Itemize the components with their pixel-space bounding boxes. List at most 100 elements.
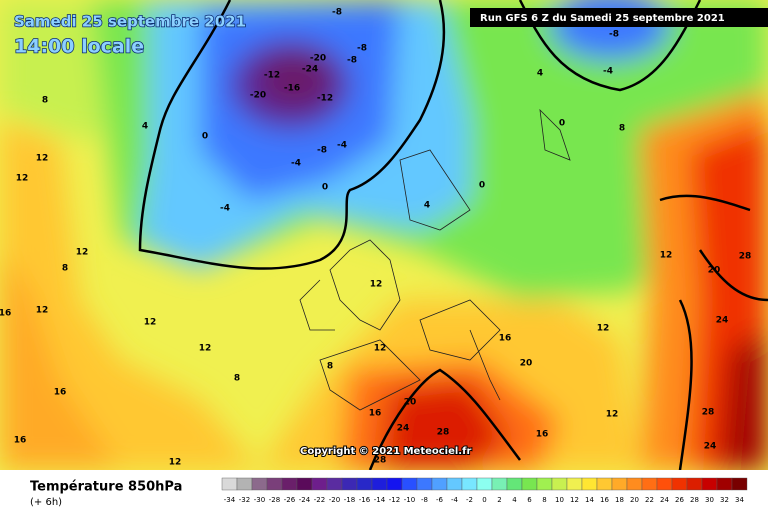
colorbar-label: -22	[314, 496, 325, 504]
legend-title: Température 850hPa	[30, 480, 182, 495]
colorbar-swatch	[431, 477, 448, 491]
colorbar-swatch	[416, 477, 433, 491]
colorbar-swatch	[701, 477, 718, 491]
contour-label: 20	[404, 398, 417, 408]
colorbar-swatch	[506, 477, 523, 491]
colorbar-label: 32	[720, 496, 729, 504]
contour-label: 0	[322, 183, 328, 193]
contour-label: 16	[14, 436, 27, 446]
map-field: -8-20-24-12-20-16-12-8-8-4-8-4-400481212…	[0, 0, 768, 470]
colorbar-swatch	[536, 477, 553, 491]
colorbar-swatch	[521, 477, 538, 491]
contour-label: -12	[264, 71, 280, 81]
legend-panel	[0, 470, 768, 512]
colorbar-label: -26	[284, 496, 296, 504]
colorbar-swatch	[446, 477, 463, 491]
colorbar-label: 6	[527, 496, 532, 504]
contour-label: -4	[291, 159, 301, 169]
colorbar-swatch	[356, 477, 373, 491]
contour-label: 4	[537, 69, 543, 79]
colorbar-label: 28	[690, 496, 699, 504]
colorbar-label: 14	[585, 496, 594, 504]
colorbar-label: -8	[421, 496, 428, 504]
contour-label: -8	[317, 146, 327, 156]
date-label: Samedi 25 septembre 2021	[14, 13, 246, 31]
contour-label: 28	[374, 456, 387, 466]
colorbar-label: -14	[374, 496, 386, 504]
colorbar-swatch	[326, 477, 343, 491]
colorbar-swatch	[476, 477, 493, 491]
colorbar-swatch	[221, 477, 238, 491]
colorbar-label: -16	[359, 496, 371, 504]
colorbar-label: 16	[600, 496, 609, 504]
colorbar-label: 0	[482, 496, 486, 504]
colorbar-swatch	[461, 477, 478, 491]
zero-contour	[138, 0, 768, 470]
colorbar-label: -32	[239, 496, 250, 504]
contour-label: 8	[619, 124, 625, 134]
contour-label: -24	[302, 65, 318, 75]
contour-label: 16	[0, 309, 11, 319]
contour-label: -4	[337, 141, 347, 151]
colorbar-swatch	[581, 477, 598, 491]
colorbar-swatch	[671, 477, 688, 491]
contour-label: -20	[250, 91, 266, 101]
colorbar-label: -4	[451, 496, 459, 504]
contour-label: 24	[716, 316, 729, 326]
colorbar-label: -20	[329, 496, 340, 504]
contour-label: -8	[347, 56, 357, 66]
contour-label: -4	[603, 67, 613, 77]
contour-label: 28	[739, 252, 752, 262]
contour-label: 0	[202, 132, 208, 142]
colorbar-label: 4	[512, 496, 517, 504]
colorbar-label: 30	[705, 496, 714, 504]
colorbar-label: -2	[466, 496, 473, 504]
contour-label: 12	[36, 154, 49, 164]
colorbar-label: 18	[615, 496, 624, 504]
colorbar-label: -30	[254, 496, 265, 504]
colorbar-swatch	[566, 477, 583, 491]
colorbar-swatch	[611, 477, 628, 491]
contour-label: 12	[144, 318, 157, 328]
contour-label: 8	[42, 96, 48, 106]
run-box	[470, 8, 768, 27]
contour-label: 16	[54, 388, 67, 398]
colorbar-swatch	[311, 477, 328, 491]
contour-label: 12	[374, 344, 387, 354]
colorbar-label: 10	[555, 496, 564, 504]
colorbar-label: 26	[675, 496, 684, 504]
colorbar-label: 24	[660, 496, 669, 504]
colorbar-swatch	[716, 477, 733, 491]
contour-label: 12	[169, 458, 182, 468]
colorbar-label: -10	[404, 496, 415, 504]
contour-label: 24	[397, 424, 410, 434]
contour-label: 0	[479, 181, 485, 191]
colorbar-label: 12	[570, 496, 579, 504]
colorbar-swatch	[491, 477, 508, 491]
contour-label: -20	[310, 54, 326, 64]
contour-label: 4	[142, 122, 148, 132]
colorbar-swatch	[656, 477, 673, 491]
contour-label: 12	[16, 174, 29, 184]
contour-label: -8	[332, 8, 342, 18]
contour-label: 4	[424, 201, 430, 211]
colorbar-label: -28	[269, 496, 280, 504]
contour-label: 28	[437, 428, 450, 438]
contour-label: -16	[284, 84, 300, 94]
colorbar-swatch	[341, 477, 358, 491]
colorbar-label: 2	[497, 496, 501, 504]
contour-label: 28	[702, 408, 715, 418]
contour-label: 24	[704, 442, 717, 452]
contour-label: 16	[369, 409, 382, 419]
colorbar-swatch	[731, 477, 748, 491]
colorbar-swatch	[626, 477, 643, 491]
colorbar-swatch	[251, 477, 268, 491]
contour-label: 12	[76, 248, 89, 258]
contour-label: 12	[370, 280, 383, 290]
contour-label: 12	[199, 344, 212, 354]
colorbar-label: -6	[436, 496, 444, 504]
contour-label: 12	[36, 306, 49, 316]
colorbar-swatch	[686, 477, 703, 491]
contour-label: 16	[536, 430, 549, 440]
